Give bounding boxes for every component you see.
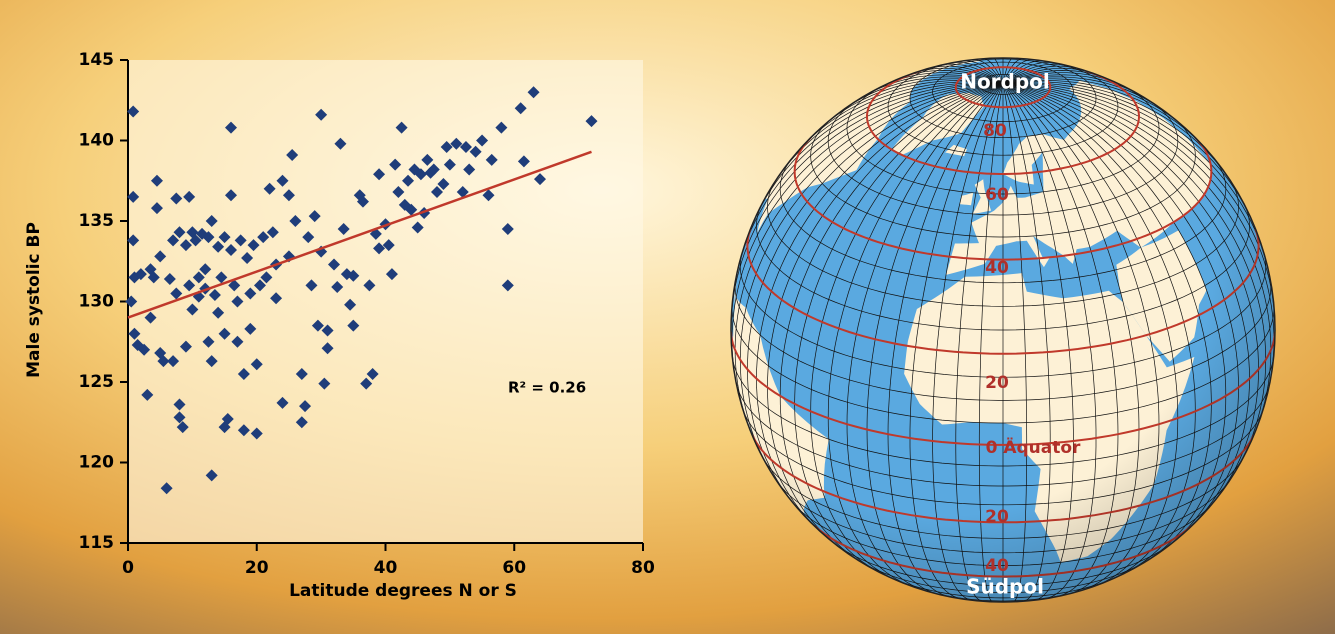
globe-label: 80 bbox=[983, 121, 1007, 141]
globe-label: 20 bbox=[985, 507, 1009, 527]
y-tick-label: 135 bbox=[79, 211, 115, 231]
globe-label: 0 Äquator bbox=[986, 436, 1081, 458]
scene: Nordpol806040200 Äquator2040Südpol115120… bbox=[0, 0, 1335, 634]
x-tick-label: 60 bbox=[502, 558, 526, 578]
x-tick-label: 40 bbox=[374, 558, 398, 578]
x-tick-label: 0 bbox=[122, 558, 134, 578]
page: Nordpol806040200 Äquator2040Südpol115120… bbox=[0, 0, 1335, 634]
plot-panel bbox=[128, 60, 643, 543]
y-tick-label: 120 bbox=[79, 453, 115, 473]
y-tick-label: 115 bbox=[79, 533, 115, 553]
annotation: R² = 0.26 bbox=[508, 379, 586, 397]
x-tick-label: 80 bbox=[631, 558, 655, 578]
globe-label: 40 bbox=[985, 556, 1009, 576]
y-tick-label: 145 bbox=[79, 50, 115, 70]
globe-label: 60 bbox=[985, 185, 1009, 205]
globe-label: Nordpol bbox=[960, 70, 1050, 94]
x-axis-title: Latitude degrees N or S bbox=[289, 581, 517, 601]
y-tick-label: 125 bbox=[79, 372, 115, 392]
globe-label: Südpol bbox=[966, 575, 1044, 599]
globe-label: 20 bbox=[985, 373, 1009, 393]
globe-label: 40 bbox=[985, 258, 1009, 278]
y-tick-label: 140 bbox=[79, 131, 115, 151]
y-tick-label: 130 bbox=[79, 292, 115, 312]
x-tick-label: 20 bbox=[245, 558, 269, 578]
y-axis-title: Male systolic BP bbox=[24, 222, 44, 378]
